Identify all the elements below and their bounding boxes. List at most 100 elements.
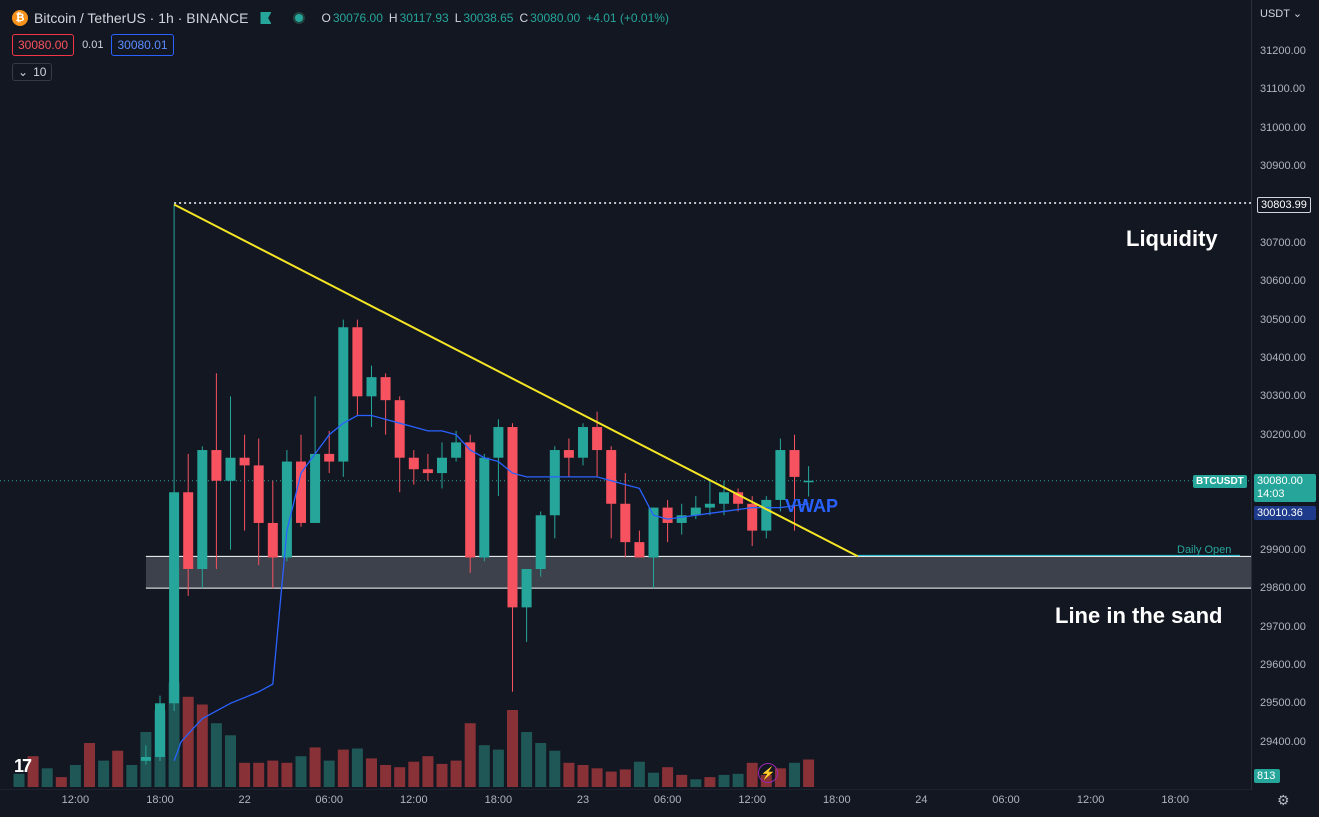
volume-bar xyxy=(225,735,236,787)
candle-body xyxy=(761,499,772,531)
volume-bar xyxy=(394,767,406,787)
volume-bar xyxy=(267,760,279,787)
volume-bar xyxy=(591,768,603,787)
candle-body xyxy=(676,515,687,523)
chevron-down-icon: ⌄ xyxy=(18,65,29,79)
indicators-toggle-button[interactable]: ⌄ 10 xyxy=(12,63,53,81)
currency-selector[interactable]: USDT ⌄ xyxy=(1260,7,1302,20)
line-in-sand-annotation[interactable]: Line in the sand xyxy=(1055,603,1223,628)
price-tick-label: 30400.00 xyxy=(1260,351,1306,364)
vwap-annotation[interactable]: VWAP xyxy=(785,496,839,516)
candle-body xyxy=(690,507,701,516)
candle-body xyxy=(253,465,264,523)
candle-body xyxy=(648,507,659,558)
ohlc-close-label: C xyxy=(519,11,529,25)
price-tick-label: 29700.00 xyxy=(1260,620,1306,633)
candle-body xyxy=(578,427,588,458)
volume-bar xyxy=(126,765,138,787)
candle-body xyxy=(704,503,715,508)
ohlc-close: 30080.00 xyxy=(530,11,581,25)
volume-tag: 813 xyxy=(1254,769,1280,783)
ohlc-low: 30038.65 xyxy=(463,11,514,25)
time-tick-label: 12:00 xyxy=(400,794,428,806)
market-status-icon xyxy=(293,12,306,24)
volume-bar xyxy=(577,765,589,787)
ohlc-high: 30117.93 xyxy=(399,11,449,25)
volume-bar xyxy=(84,743,95,787)
price-tick-label: 29500.00 xyxy=(1260,697,1306,710)
volume-bar xyxy=(633,761,645,787)
volume-bar xyxy=(605,771,617,787)
gear-icon[interactable]: ⚙ xyxy=(1277,792,1290,808)
volume-bar xyxy=(41,768,53,787)
volume-bar xyxy=(718,774,730,787)
candle-body xyxy=(183,492,194,569)
candle-body xyxy=(169,492,180,704)
volume-bar xyxy=(253,762,265,787)
price-tick-label: 30900.00 xyxy=(1260,160,1306,173)
volume-bar xyxy=(690,779,702,787)
candle-body xyxy=(465,442,476,558)
candle-body xyxy=(239,457,250,466)
chart-canvas[interactable] xyxy=(0,0,1251,790)
price-tick-label: 30500.00 xyxy=(1260,313,1306,326)
time-tick-label: 18:00 xyxy=(823,794,851,806)
candle-body xyxy=(281,461,292,558)
volume-bar xyxy=(464,723,476,787)
candle-body xyxy=(197,450,208,569)
volume-bar xyxy=(55,777,67,787)
volume-bar xyxy=(436,763,448,787)
volume-bar xyxy=(323,760,335,787)
volume-bar xyxy=(239,762,251,787)
time-tick-label: 06:00 xyxy=(315,794,343,806)
volume-bar xyxy=(478,745,490,787)
liquidity-annotation[interactable]: Liquidity xyxy=(1126,226,1218,251)
candle-body xyxy=(451,442,462,458)
candle-body xyxy=(296,461,306,523)
volume-bar xyxy=(351,748,363,787)
time-tick-label: 12:00 xyxy=(61,794,90,806)
volume-bar xyxy=(168,682,180,787)
volume-bar xyxy=(210,723,222,787)
tradingview-logo[interactable]: 17 xyxy=(14,756,32,776)
volume-bar xyxy=(648,772,659,787)
candle-body xyxy=(662,507,673,523)
time-tick-label: 18:00 xyxy=(1161,794,1189,806)
buy-button[interactable]: 30080.01 xyxy=(111,34,174,56)
candle-body xyxy=(507,427,518,608)
price-axis[interactable] xyxy=(1251,0,1319,790)
trendline xyxy=(173,203,859,558)
time-tick-label: 18:00 xyxy=(146,794,174,806)
price-tick-label: 29600.00 xyxy=(1260,658,1306,671)
symbol-title[interactable]: Bitcoin / TetherUS · 1h · BINANCE xyxy=(34,10,249,26)
candle-body xyxy=(352,327,363,397)
candle-body xyxy=(521,568,532,608)
lightning-icon[interactable]: ⚡ xyxy=(758,763,778,783)
ohlc-open-label: O xyxy=(321,11,331,25)
last-price-tag: 30080.00 14:03 xyxy=(1254,474,1316,502)
volume-bar xyxy=(507,710,518,787)
candle-body xyxy=(479,457,490,558)
ohlc-change: +4.01 (+0.01%) xyxy=(586,11,669,25)
candle-body xyxy=(549,450,560,516)
candle-body xyxy=(775,450,786,500)
time-tick-label: 23 xyxy=(576,794,590,806)
candle-body xyxy=(437,457,447,474)
volume-bar xyxy=(619,769,631,787)
sell-button[interactable]: 30080.00 xyxy=(12,34,75,56)
candle-body xyxy=(606,450,617,504)
volume-bar xyxy=(662,767,674,787)
candle-body xyxy=(310,453,321,523)
flag-icon[interactable] xyxy=(260,12,272,24)
candle-body xyxy=(535,515,546,569)
candle-body xyxy=(747,503,758,531)
bitcoin-logo-icon: ₿ xyxy=(12,10,28,26)
candle-body xyxy=(592,427,603,451)
candle-body xyxy=(408,457,419,470)
volume-bar xyxy=(563,762,575,787)
price-tick-label: 29400.00 xyxy=(1260,735,1306,748)
candle-body xyxy=(380,377,391,401)
volume-bar xyxy=(98,760,110,787)
high-price-tag: 30803.99 xyxy=(1257,197,1311,213)
candle-body xyxy=(140,757,151,761)
